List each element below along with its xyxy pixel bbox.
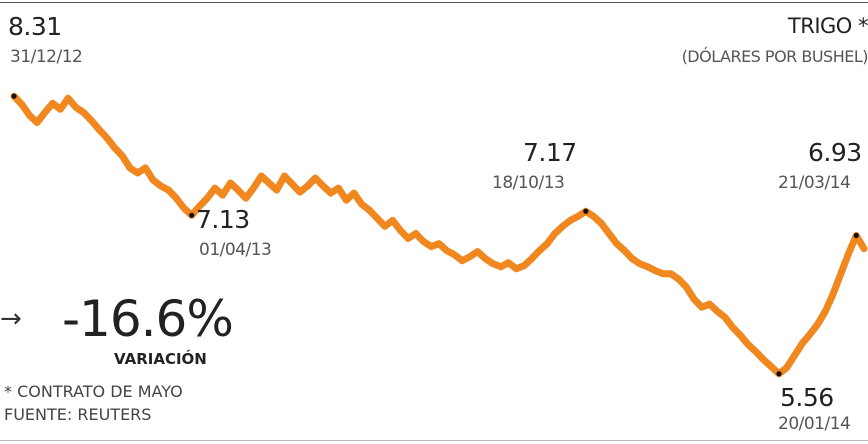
annotation-date-end: 21/03/14 (778, 173, 851, 193)
change-label: VARIACIÓN (114, 350, 207, 368)
annotation-value-end: 6.93 (808, 138, 862, 167)
annotation-value-low: 5.56 (780, 383, 834, 412)
chart-unit: (DÓLARES POR BUSHEL) (681, 47, 868, 66)
annotation-point-1 (189, 212, 195, 218)
annotation-value-october: 7.17 (523, 138, 577, 167)
source-note: FUENTE: REUTERS (4, 405, 152, 424)
annotation-date-april: 01/04/13 (199, 240, 272, 260)
change-percent: -16.6% (62, 290, 234, 348)
annotation-value-start: 8.31 (8, 12, 62, 41)
annotation-point-2 (583, 208, 589, 214)
annotation-date-low: 20/01/14 (778, 414, 851, 434)
annotation-point-4 (853, 232, 859, 239)
price-series-line (10, 92, 868, 378)
annotation-value-april: 7.13 (196, 205, 250, 234)
annotation-date-start: 31/12/12 (10, 47, 83, 67)
annotation-markers (11, 93, 859, 377)
chart-title: TRIGO * (787, 14, 868, 38)
arrow-icon: → (0, 304, 22, 334)
bottom-rule (0, 440, 868, 441)
top-rule (0, 2, 868, 3)
annotation-date-october: 18/10/13 (492, 173, 565, 193)
annotation-point-3 (776, 371, 782, 377)
footnote: * CONTRATO DE MAYO (4, 382, 183, 401)
annotation-point-0 (11, 93, 17, 99)
